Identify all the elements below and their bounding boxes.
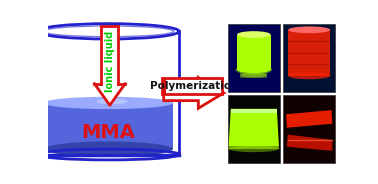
- Polygon shape: [231, 109, 277, 113]
- FancyBboxPatch shape: [228, 24, 280, 92]
- Polygon shape: [94, 84, 125, 105]
- Ellipse shape: [240, 73, 267, 78]
- Ellipse shape: [237, 66, 271, 73]
- FancyBboxPatch shape: [288, 30, 330, 76]
- Ellipse shape: [237, 31, 271, 38]
- FancyBboxPatch shape: [237, 35, 271, 70]
- Polygon shape: [229, 109, 279, 146]
- FancyBboxPatch shape: [101, 26, 118, 84]
- Polygon shape: [286, 110, 332, 128]
- Polygon shape: [164, 77, 224, 108]
- FancyBboxPatch shape: [283, 95, 335, 163]
- Ellipse shape: [288, 26, 330, 33]
- FancyBboxPatch shape: [162, 78, 222, 94]
- Text: MMA: MMA: [81, 123, 135, 142]
- FancyBboxPatch shape: [240, 72, 268, 78]
- FancyBboxPatch shape: [229, 146, 279, 149]
- FancyBboxPatch shape: [162, 78, 166, 94]
- Ellipse shape: [43, 97, 173, 109]
- Text: Ionic liquid: Ionic liquid: [105, 31, 115, 92]
- FancyBboxPatch shape: [43, 103, 173, 149]
- FancyBboxPatch shape: [228, 95, 280, 163]
- Polygon shape: [287, 135, 332, 151]
- FancyBboxPatch shape: [283, 24, 335, 92]
- Ellipse shape: [288, 72, 330, 79]
- Ellipse shape: [43, 141, 173, 157]
- Text: Polymerization: Polymerization: [150, 81, 239, 91]
- Ellipse shape: [97, 98, 127, 105]
- Ellipse shape: [229, 145, 279, 152]
